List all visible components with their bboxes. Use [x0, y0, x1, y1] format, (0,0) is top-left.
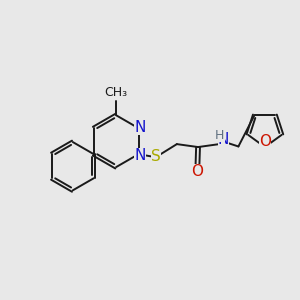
Text: O: O	[191, 164, 203, 179]
Text: N: N	[218, 133, 229, 148]
Text: O: O	[259, 134, 271, 149]
Text: H: H	[215, 129, 224, 142]
Text: S: S	[151, 149, 160, 164]
Text: N: N	[134, 119, 146, 134]
Text: N: N	[134, 148, 146, 163]
Text: CH₃: CH₃	[105, 86, 128, 99]
